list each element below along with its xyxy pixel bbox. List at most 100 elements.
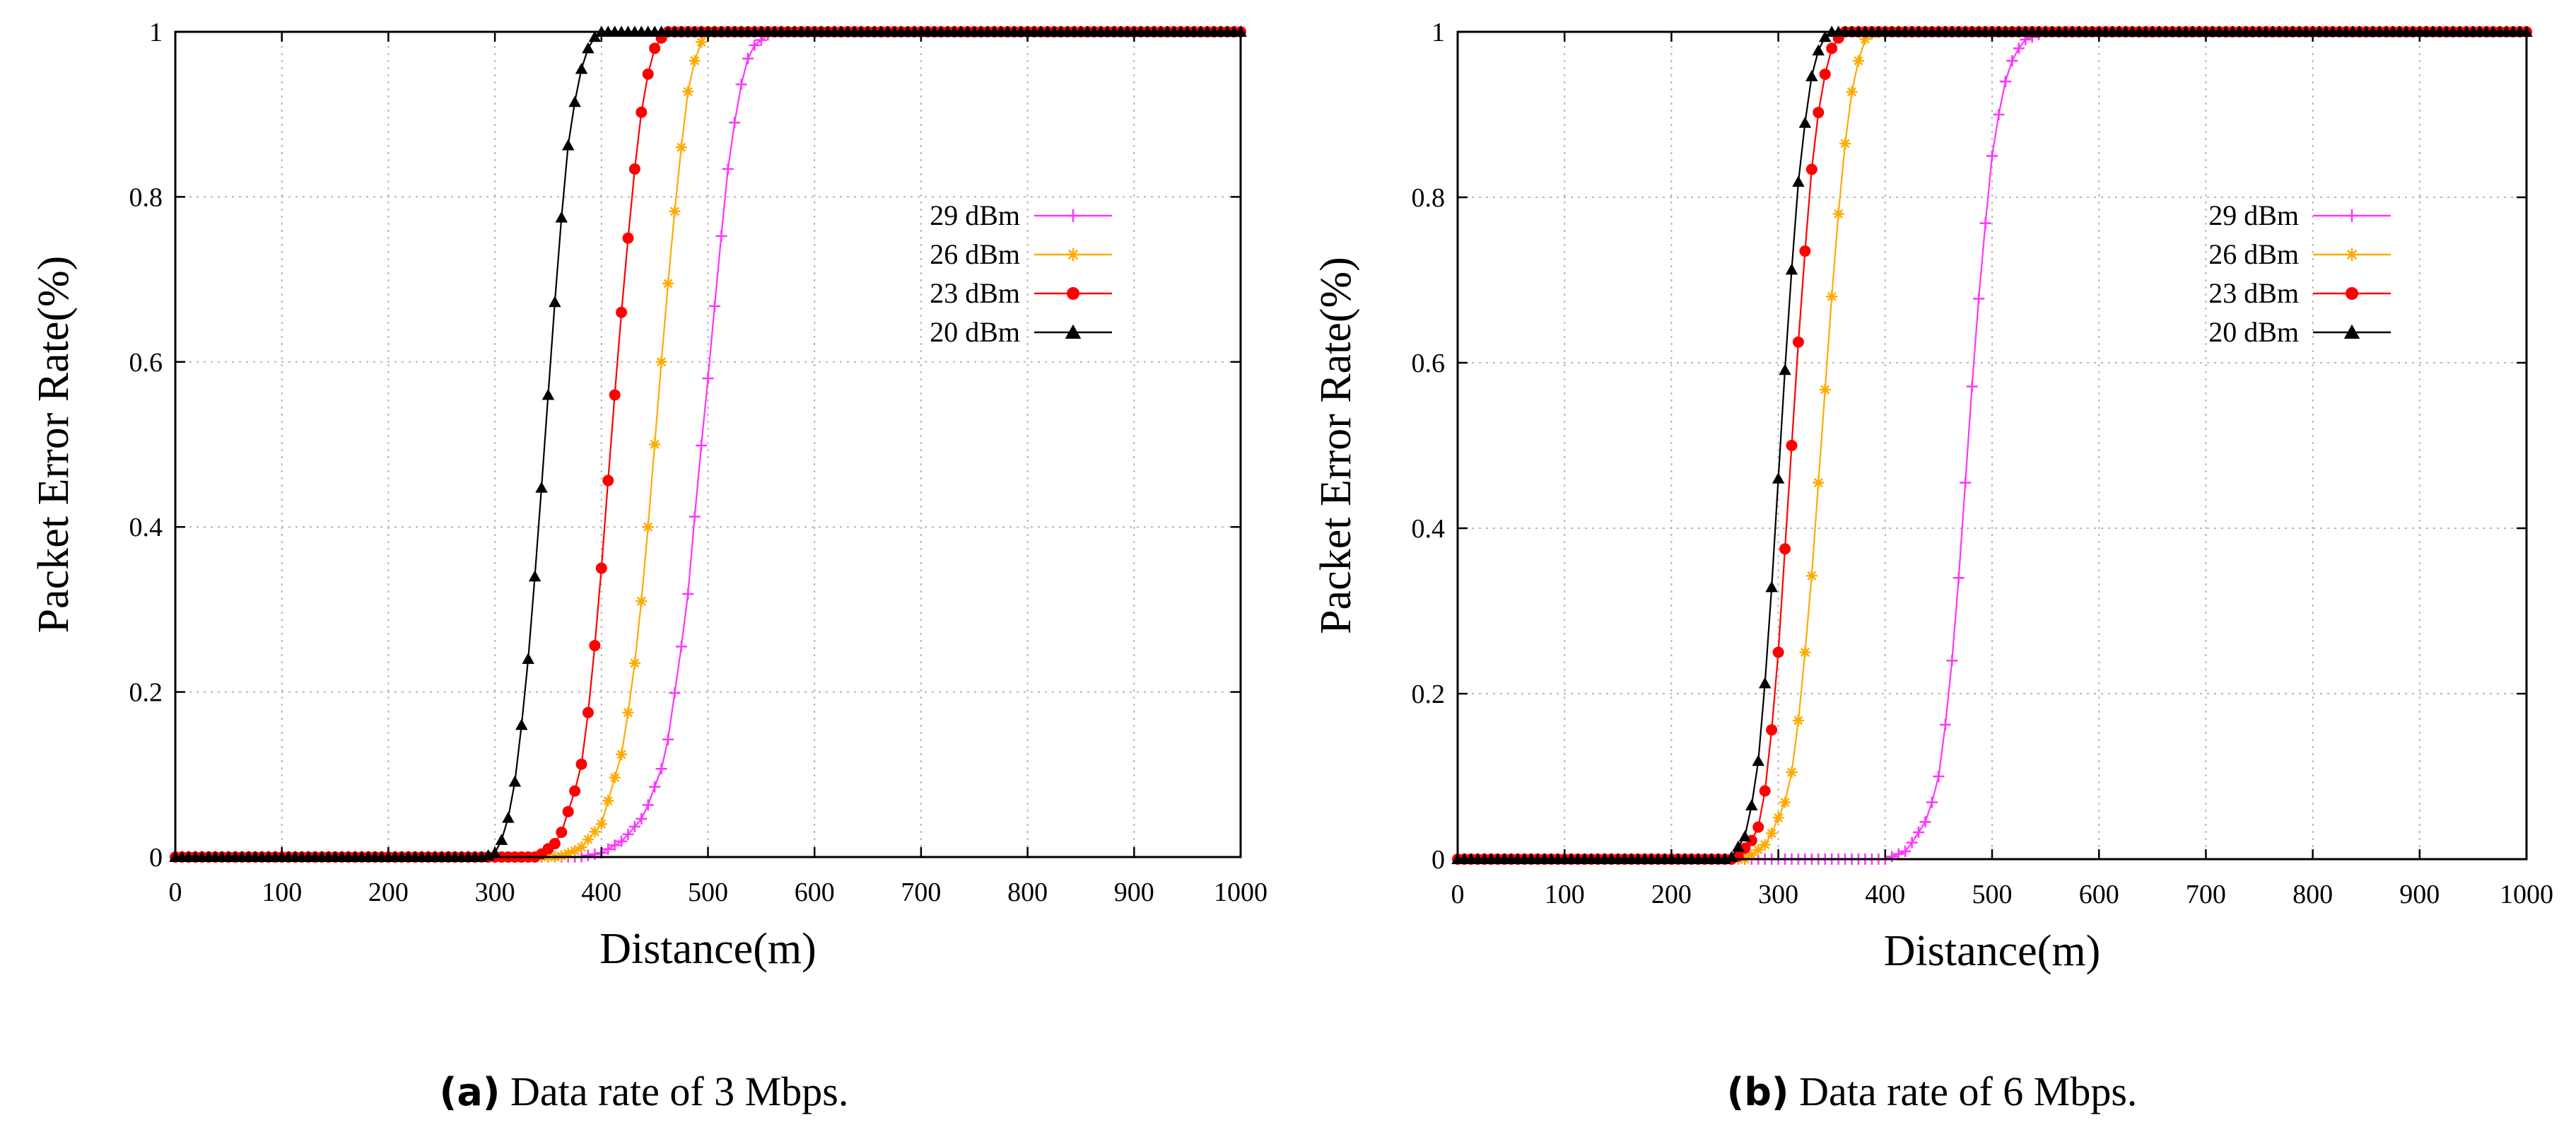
chart-b-point-1-51 [1792, 715, 1804, 727]
chart-a-point-0-70 [636, 813, 648, 825]
chart-a-legend-marker-3 [1065, 324, 1082, 339]
chart-a-point-3-50 [502, 811, 515, 823]
chart-b-xtick-label-6: 600 [2079, 880, 2119, 909]
chart-a-point-1-62 [582, 834, 594, 846]
chart-a-point-3-54 [528, 570, 541, 582]
chart-b-point-3-55 [1819, 30, 1832, 42]
chart-b-point-0-73 [1939, 718, 1951, 730]
caption-b-tag: (b) [1726, 1070, 1789, 1114]
chart-b-xtick-label-8: 800 [2293, 880, 2333, 909]
chart-b-point-2-56 [1826, 42, 1838, 54]
chart-b-point-1-48 [1772, 812, 1784, 824]
chart-a-point-0-74 [662, 733, 674, 745]
chart-b-point-1-53 [1805, 570, 1817, 582]
chart-b-ytick-label-3: 0.6 [1412, 349, 1446, 378]
chart-a-point-2-72 [649, 42, 661, 54]
chart-a-point-0-82 [715, 230, 727, 242]
chart-a-point-2-60 [569, 785, 581, 797]
chart-a-point-1-60 [569, 845, 581, 857]
chart-b-point-3-50 [1785, 263, 1798, 275]
chart-a-svg: 0 100 200 300 400 500 600 700 800 900 1000 0 0.2 0.4 0… [30, 18, 1267, 973]
chart-b-point-2-51 [1792, 336, 1804, 348]
chart-b-point-0-75 [1953, 572, 1965, 584]
chart-a-point-0-67 [616, 835, 628, 847]
chart-b-ytick-label-2: 0.4 [1412, 514, 1446, 544]
chart-b-xtick-label-7: 700 [2186, 880, 2226, 909]
chart-a-point-2-63 [589, 639, 601, 651]
chart-a-point-2-59 [562, 805, 574, 817]
caption-b: (b) Data rate of 6 Mbps. [1288, 1068, 2576, 1115]
chart-b-point-1-46 [1759, 839, 1771, 851]
chart-b-point-3-47 [1765, 581, 1778, 593]
chart-a-ytick-label-0: 0 [149, 843, 163, 873]
chart-b-xtick-label-2: 200 [1651, 880, 1692, 909]
chart-b-legend-marker-1 [2346, 248, 2358, 261]
chart-b-point-1-57 [1832, 208, 1844, 220]
chart-b-point-0-71 [1926, 796, 1938, 808]
chart-a-ytick-label-3: 0.6 [129, 348, 163, 378]
chart-b-xtick-label-1: 100 [1545, 880, 1585, 909]
chart-a-point-0-86 [742, 52, 754, 64]
chart-b-point-3-45 [1752, 754, 1764, 767]
chart-b-legend-marker-3 [2343, 324, 2360, 339]
chart-b-ytick-label-1: 0.2 [1412, 680, 1446, 709]
chart-b-svg: 0 100 200 300 400 500 600 700 800 900 1000 0 0.2 0.4 0… [1312, 18, 2553, 975]
caption-a-tag: (a) [439, 1070, 500, 1114]
chart-a-point-1-65 [602, 795, 614, 807]
chart-a-point-2-71 [642, 68, 654, 80]
chart-b-ylabel: Packet Error Rate(%) [1312, 257, 1360, 634]
chart-a-xtick-label-1: 100 [262, 878, 302, 907]
chart-a-point-0-72 [649, 781, 661, 793]
chart-a-point-1-74 [662, 277, 674, 289]
chart-a-point-3-60 [568, 95, 581, 107]
chart-a-point-0-71 [642, 799, 654, 811]
chart-b-point-2-47 [1766, 724, 1778, 736]
chart-b-point-0-66 [1892, 848, 1904, 860]
chart-b-xtick-label-3: 300 [1758, 880, 1798, 909]
caption-a: (a) Data rate of 3 Mbps. [0, 1068, 1288, 1115]
chart-a-point-0-81 [708, 301, 720, 313]
chart-a-point-1-67 [616, 748, 628, 760]
chart-b-xtick-label-10: 1000 [2500, 880, 2553, 909]
chart-a-ytick-label-1: 0.2 [129, 678, 163, 708]
chart-b-point-1-55 [1819, 384, 1831, 396]
chart-b-point-2-53 [1805, 163, 1817, 175]
chart-a-point-3-55 [535, 482, 548, 493]
chart-a-point-0-87 [749, 39, 761, 51]
chart-a-point-0-83 [722, 163, 734, 175]
chart-a-xtick-label-3: 300 [475, 878, 515, 907]
chart-b-point-0-72 [1933, 771, 1945, 782]
chart-a-ytick-label-2: 0.4 [129, 513, 163, 542]
chart-a-ytick-label-5: 1 [149, 18, 163, 47]
chart-a-point-1-61 [575, 841, 587, 853]
chart-a-point-0-66 [609, 839, 621, 851]
chart-b-point-1-49 [1779, 796, 1791, 808]
chart-a-point-2-69 [628, 163, 640, 175]
caption-b-text: Data rate of 6 Mbps. [1799, 1068, 2138, 1114]
chart-a-point-0-78 [689, 511, 701, 523]
chart-b-point-0-80 [1986, 150, 1998, 162]
chart-b-point-0-74 [1946, 655, 1958, 667]
chart-b-point-2-45 [1752, 821, 1764, 833]
chart-a-point-3-51 [508, 775, 522, 787]
chart-a-xtick-label-7: 700 [901, 878, 941, 907]
chart-a-point-1-79 [696, 36, 708, 48]
chart-a-point-1-73 [655, 356, 667, 368]
chart-a-point-3-59 [561, 139, 575, 151]
chart-b-point-0-77 [1966, 380, 1978, 392]
chart-a-legend-marker-1 [1067, 248, 1079, 261]
chart-a-point-3-58 [555, 211, 568, 223]
chart-b-point-1-45 [1752, 844, 1764, 856]
chart-a-point-0-85 [735, 78, 747, 91]
chart-b-legend: 29 dBm 26 dBm 23 dBm 20 dBm [2208, 199, 2391, 348]
chart-a-xtick-label-5: 500 [688, 878, 728, 907]
chart-a-point-1-75 [669, 205, 681, 217]
chart-a-legend-label-0: 29 dBm [930, 199, 1020, 231]
chart-a-point-3-57 [549, 296, 561, 308]
chart-b-point-3-46 [1758, 677, 1772, 689]
chart-a-point-1-70 [636, 595, 648, 607]
chart-b-ytick-label-0: 0 [1432, 845, 1445, 875]
chart-a-point-1-72 [649, 438, 661, 450]
chart-a-legend-label-1: 26 dBm [930, 238, 1020, 270]
chart-a-point-0-68 [622, 828, 634, 840]
